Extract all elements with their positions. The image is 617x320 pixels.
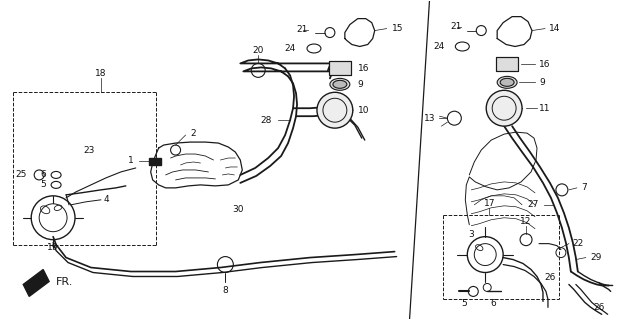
Ellipse shape bbox=[330, 78, 350, 90]
Text: 27: 27 bbox=[528, 200, 539, 209]
Bar bbox=[329, 61, 351, 76]
Text: 24: 24 bbox=[433, 42, 444, 51]
Text: 30: 30 bbox=[233, 205, 244, 214]
Text: 28: 28 bbox=[261, 116, 272, 125]
Bar bbox=[496, 58, 518, 71]
Text: 4: 4 bbox=[103, 195, 109, 204]
Ellipse shape bbox=[500, 78, 514, 86]
Text: 25: 25 bbox=[16, 171, 27, 180]
Text: 7: 7 bbox=[581, 183, 587, 192]
Text: 6: 6 bbox=[40, 171, 46, 180]
Text: 14: 14 bbox=[549, 24, 560, 33]
Text: 6: 6 bbox=[491, 299, 496, 308]
Circle shape bbox=[317, 92, 353, 128]
Text: 24: 24 bbox=[285, 44, 296, 53]
Text: 17: 17 bbox=[484, 199, 495, 208]
Text: 22: 22 bbox=[573, 239, 584, 248]
Text: 21: 21 bbox=[297, 25, 308, 34]
Ellipse shape bbox=[497, 76, 517, 88]
Text: 21: 21 bbox=[450, 22, 462, 31]
Text: 23: 23 bbox=[83, 146, 94, 155]
Text: 2: 2 bbox=[191, 129, 196, 138]
Text: 9: 9 bbox=[539, 78, 545, 87]
Text: 18: 18 bbox=[95, 69, 107, 78]
Text: 11: 11 bbox=[539, 104, 550, 113]
Bar bbox=[329, 61, 351, 76]
Text: 5: 5 bbox=[462, 299, 467, 308]
Text: 20: 20 bbox=[252, 46, 264, 55]
Ellipse shape bbox=[333, 80, 347, 88]
Text: 3: 3 bbox=[468, 230, 474, 239]
Polygon shape bbox=[23, 269, 49, 296]
Text: 15: 15 bbox=[392, 24, 403, 33]
Text: 26: 26 bbox=[594, 303, 605, 312]
Text: 10: 10 bbox=[358, 106, 370, 115]
Text: FR.: FR. bbox=[56, 277, 73, 287]
Bar bbox=[149, 158, 160, 165]
Text: 12: 12 bbox=[520, 217, 532, 226]
Text: 13: 13 bbox=[424, 114, 436, 123]
Text: 26: 26 bbox=[544, 273, 555, 282]
Circle shape bbox=[486, 90, 522, 126]
Text: 8: 8 bbox=[223, 286, 228, 295]
Text: 9: 9 bbox=[358, 80, 363, 89]
Text: 16: 16 bbox=[358, 64, 370, 73]
Bar bbox=[496, 58, 518, 71]
Text: 16: 16 bbox=[539, 60, 550, 69]
Text: 5: 5 bbox=[40, 180, 46, 189]
Text: 19: 19 bbox=[48, 243, 59, 252]
Text: 1: 1 bbox=[128, 156, 134, 165]
Text: 29: 29 bbox=[590, 253, 602, 262]
